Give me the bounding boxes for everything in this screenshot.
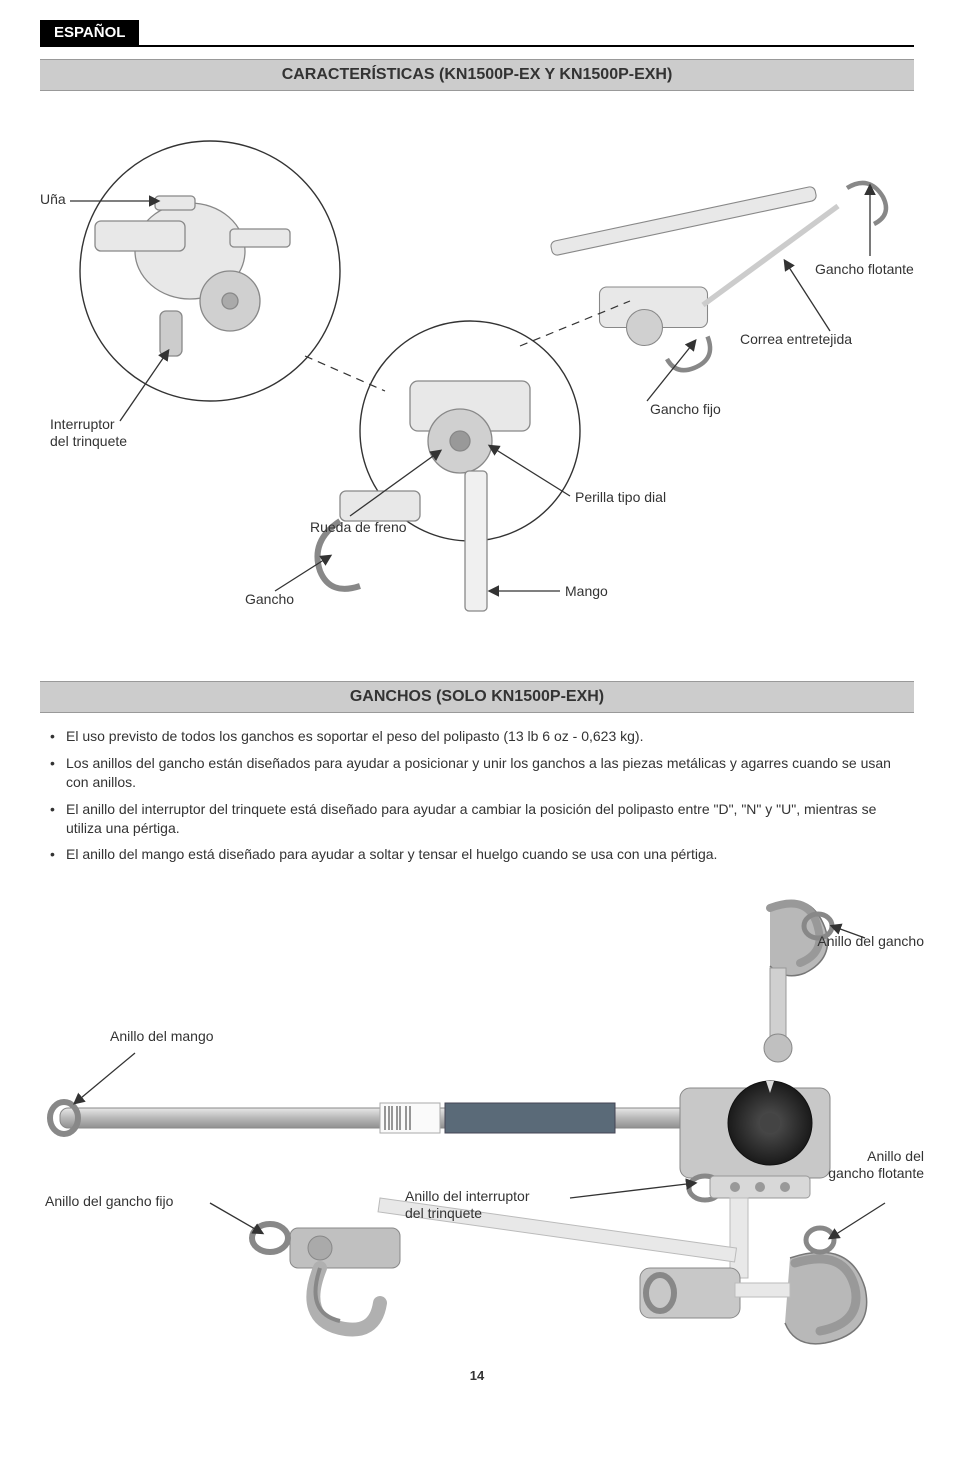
hooks-diagram: Anillo del gancho Anillo del mango Anill… xyxy=(40,878,914,1358)
label-anillo-interruptor: Anillo del interruptor del trinquete xyxy=(405,1188,530,1222)
label-anillo-mango: Anillo del mango xyxy=(110,1028,214,1045)
bullet-item: Los anillos del gancho están diseñados p… xyxy=(50,750,904,796)
hooks-diagram-svg xyxy=(40,878,914,1358)
label-gancho-flotante: Gancho flotante xyxy=(815,261,914,278)
language-tab: ESPAÑOL xyxy=(40,20,139,45)
label-perilla: Perilla tipo dial xyxy=(575,489,666,506)
label-anillo-gancho: Anillo del gancho xyxy=(817,933,924,950)
label-interruptor: Interruptor del trinquete xyxy=(50,416,127,450)
section1-header: CARACTERÍSTICAS (KN1500P-EX Y KN1500P-EX… xyxy=(40,59,914,91)
language-tab-row: ESPAÑOL xyxy=(40,20,914,47)
label-mango: Mango xyxy=(565,583,608,600)
features-diagram: Uña Interruptor del trinquete Gancho Rue… xyxy=(40,101,914,661)
features-diagram-svg xyxy=(40,101,914,661)
label-una: Uña xyxy=(40,191,66,208)
label-anillo-gancho-fijo: Anillo del gancho fijo xyxy=(45,1193,173,1210)
label-gancho: Gancho xyxy=(245,591,294,608)
label-rueda: Rueda de freno xyxy=(310,519,407,536)
label-gancho-fijo: Gancho fijo xyxy=(650,401,721,418)
bullet-item: El anillo del interruptor del trinquete … xyxy=(50,796,904,842)
bullet-item: El uso previsto de todos los ganchos es … xyxy=(50,723,904,750)
label-anillo-gancho-flotante: Anillo del gancho flotante xyxy=(828,1148,924,1182)
label-correa: Correa entretejida xyxy=(740,331,852,348)
page-number: 14 xyxy=(40,1368,914,1383)
hooks-bullet-list: El uso previsto de todos los ganchos es … xyxy=(40,723,914,868)
section2-header: GANCHOS (SOLO KN1500P-EXH) xyxy=(40,681,914,713)
bullet-item: El anillo del mango está diseñado para a… xyxy=(50,841,904,868)
